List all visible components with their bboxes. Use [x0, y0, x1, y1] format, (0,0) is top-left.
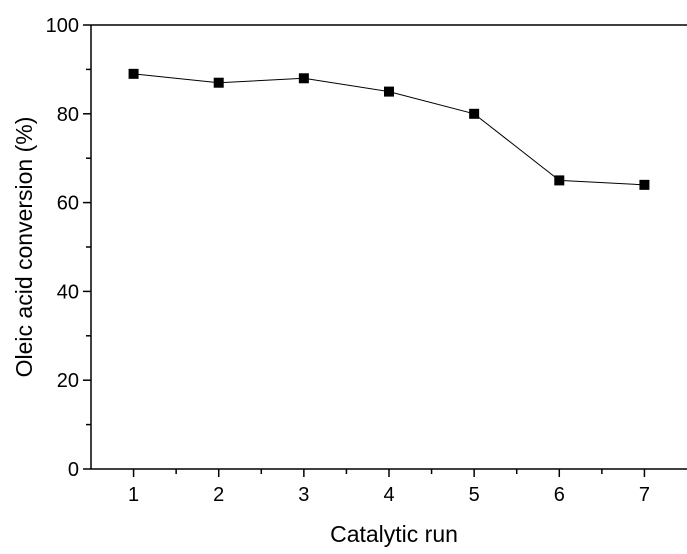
data-point-marker	[639, 179, 650, 190]
x-tick-label: 2	[213, 484, 224, 506]
x-axis-title: Catalytic run	[330, 521, 458, 547]
y-tick-label: 40	[57, 281, 79, 303]
data-point-marker	[298, 73, 309, 84]
ticks-layer: 1 2 3 4 5 6 7 0 20 40 60 80 100	[46, 15, 650, 506]
data-point-marker	[384, 86, 394, 97]
y-tick-label: 20	[57, 370, 79, 392]
x-tick-label: 4	[383, 484, 394, 506]
x-tick-label: 1	[128, 484, 139, 506]
y-tick-label: 80	[57, 104, 79, 126]
x-tick-label: 7	[639, 484, 650, 506]
y-tick-label: 0	[68, 459, 79, 481]
data-point-marker	[213, 77, 224, 88]
data-point-marker	[554, 175, 565, 186]
y-tick-label: 100	[46, 15, 79, 37]
x-tick-label: 5	[469, 484, 480, 506]
data-point-marker	[469, 108, 480, 119]
x-tick-label: 6	[554, 484, 565, 506]
x-tick-label: 3	[298, 484, 309, 506]
y-tick-label: 60	[57, 193, 79, 215]
y-axis-title: Oleic acid conversion (%)	[11, 117, 37, 378]
data-point-marker	[128, 68, 139, 79]
series-layer	[128, 68, 650, 190]
